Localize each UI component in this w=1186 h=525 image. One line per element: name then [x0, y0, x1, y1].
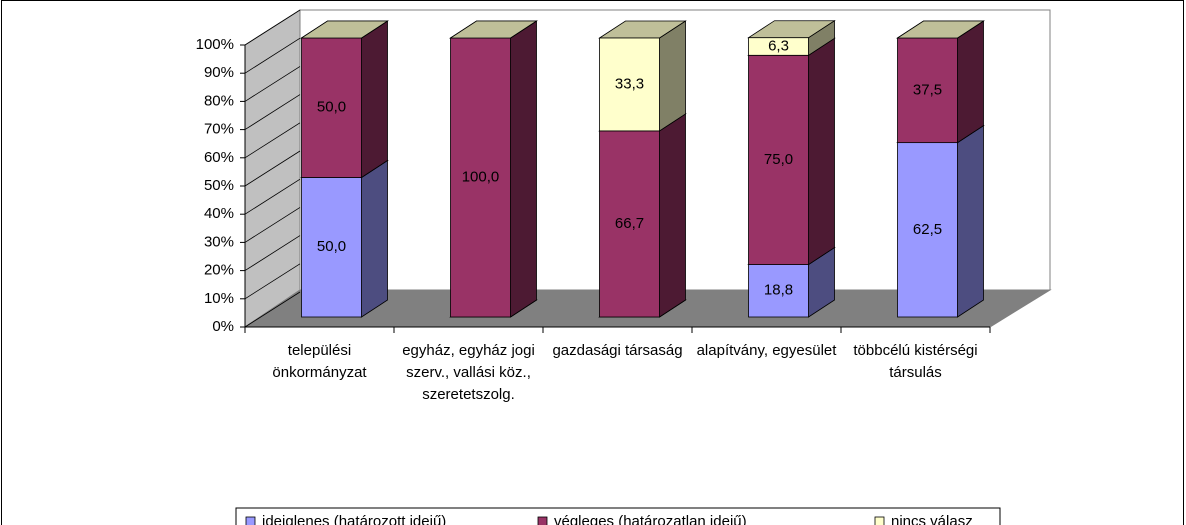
x-tick-label: többcélú kistérségi társulás — [853, 342, 978, 381]
bar-side — [957, 124, 984, 318]
x-tick-label: gazdasági társaság — [552, 342, 683, 359]
data-label: 66,7 — [615, 215, 644, 232]
data-label: 62,5 — [913, 221, 942, 238]
bar-front — [599, 130, 660, 318]
grid-line — [244, 150, 301, 187]
bar-side — [361, 159, 388, 318]
bar-side — [510, 20, 537, 318]
y-tick-label: 80% — [204, 92, 234, 109]
legend-swatch — [537, 516, 548, 525]
data-label: 50,0 — [317, 238, 346, 255]
grid-line — [244, 122, 301, 159]
y-tick-label: 100% — [196, 36, 234, 53]
y-tick-label: 30% — [204, 233, 234, 250]
bar-segment — [449, 20, 538, 39]
grid-line — [244, 207, 301, 243]
data-label: 50,0 — [317, 99, 346, 116]
data-label: 33,3 — [615, 75, 644, 92]
bar-front — [301, 37, 362, 178]
data-label: 75,0 — [764, 151, 793, 168]
legend-box — [235, 507, 1001, 525]
y-tick-label: 60% — [204, 149, 234, 166]
grid-line — [244, 291, 301, 328]
legend-swatch — [245, 516, 256, 525]
bar-segment — [747, 19, 836, 57]
x-tick-label: egyház, egyház jogi szerv., vallási köz.… — [402, 342, 535, 403]
grid-line — [244, 178, 301, 215]
y-tick-label: 90% — [204, 64, 234, 81]
y-tick-label: 50% — [204, 177, 234, 194]
legend-label: ideiglenes (határozott idejű) — [262, 513, 446, 525]
bar-segment — [896, 20, 985, 39]
legend-swatch — [874, 516, 885, 525]
bar-side — [361, 20, 388, 179]
data-label: 18,8 — [764, 282, 793, 299]
bar-front — [748, 37, 809, 56]
x-tick-label: alapítvány, egyesület — [696, 342, 837, 359]
data-label: 37,5 — [913, 81, 942, 98]
bar-segment — [300, 20, 389, 39]
grid-line — [244, 235, 301, 271]
bar-front — [897, 37, 958, 144]
data-label: 100,0 — [462, 168, 500, 185]
bar-front — [301, 177, 362, 318]
legend-label: nincs válasz — [891, 513, 973, 525]
bar-top — [300, 20, 389, 39]
data-label: 6,3 — [768, 37, 789, 54]
bar-front — [897, 142, 958, 318]
grid-line — [244, 37, 301, 74]
bar-front — [599, 37, 660, 132]
grid-line — [244, 94, 301, 130]
bar-side — [808, 37, 835, 266]
y-tick-label: 10% — [204, 290, 234, 307]
bar-front — [748, 264, 809, 318]
bar-side — [659, 20, 686, 132]
y-tick-label: 40% — [204, 205, 234, 222]
bar-front — [748, 54, 809, 265]
grid-line — [244, 263, 301, 300]
grid-line — [244, 66, 301, 102]
y-tick-label: 70% — [204, 121, 234, 138]
x-tick-label: települési önkormányzat — [272, 342, 367, 381]
bar-side — [957, 20, 984, 144]
bar-top — [449, 20, 538, 39]
y-tick-label: 0% — [212, 318, 234, 335]
bar-top — [896, 20, 985, 39]
legend-label: végleges (határozatlan idejű) — [554, 513, 747, 525]
bar-segment — [598, 20, 687, 132]
grid-line — [244, 9, 301, 46]
bar-front — [450, 37, 511, 318]
y-tick-label: 20% — [204, 262, 234, 279]
bar-side — [659, 113, 686, 318]
